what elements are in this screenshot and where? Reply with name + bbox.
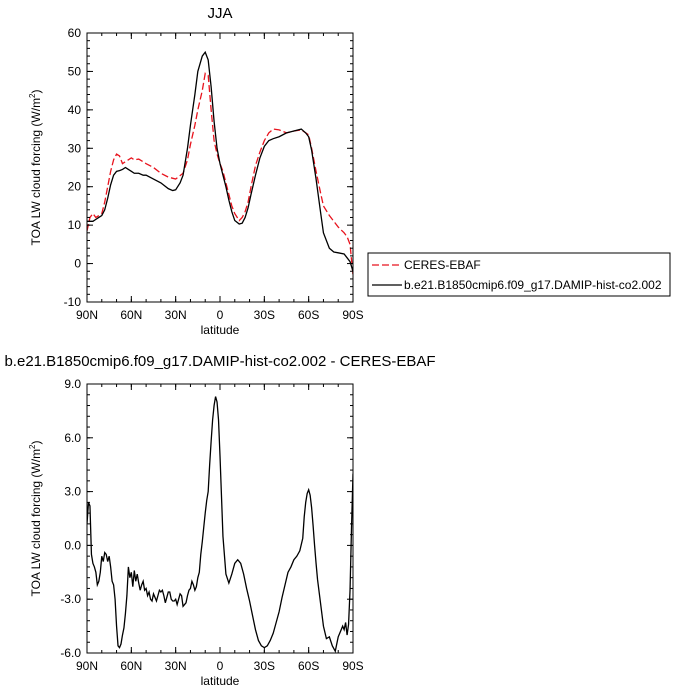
y-tick-label: -3.0 bbox=[60, 592, 81, 606]
y-tick-label: 6.0 bbox=[64, 431, 81, 445]
y-tick-label: -6.0 bbox=[60, 646, 81, 660]
series-line-1 bbox=[87, 50, 353, 272]
y-tick-label: 9.0 bbox=[64, 377, 81, 391]
x-tick-label: 30N bbox=[165, 659, 187, 673]
y-axis-label: TOA LW cloud forcing (W/m2) bbox=[28, 440, 43, 596]
legend-box bbox=[367, 252, 671, 297]
x-tick-label: 60N bbox=[120, 659, 142, 673]
x-tick-label: 60N bbox=[120, 308, 142, 322]
x-tick-label: 60S bbox=[298, 308, 319, 322]
y-axis-label-sup: 2 bbox=[28, 444, 37, 449]
series-line-0 bbox=[87, 72, 353, 276]
y-tick-label: 50 bbox=[68, 64, 82, 78]
legend: CERES-EBAF b.e21.B1850cmip6.f09_g17.DAMIP… bbox=[367, 252, 671, 297]
x-tick-label: 30N bbox=[165, 308, 187, 322]
y-tick-label: 40 bbox=[68, 103, 82, 117]
series-line-0 bbox=[87, 396, 353, 653]
y-axis-label-close: ) bbox=[29, 89, 43, 93]
y-tick-label: 10 bbox=[68, 218, 82, 232]
chart-title: b.e21.B1850cmip6.f09_g17.DAMIP-hist-co2.… bbox=[4, 353, 435, 370]
x-tick-label: 0 bbox=[217, 659, 224, 673]
x-tick-label: 90S bbox=[342, 659, 363, 673]
y-axis-label-close: ) bbox=[29, 440, 43, 444]
legend-label-1: b.e21.B1850cmip6.f09_g17.DAMIP-hist-co2.… bbox=[404, 278, 662, 292]
chart-title: JJA bbox=[207, 5, 232, 22]
y-tick-label: 0.0 bbox=[64, 538, 81, 552]
y-axis-label-main: TOA LW cloud forcing (W/m bbox=[29, 449, 43, 597]
y-tick-label: -10 bbox=[64, 295, 82, 309]
legend-label-0: CERES-EBAF bbox=[404, 258, 481, 272]
x-tick-label: 90N bbox=[76, 308, 98, 322]
y-axis-label: TOA LW cloud forcing (W/m2) bbox=[28, 89, 43, 245]
x-tick-label: 60S bbox=[298, 659, 319, 673]
panel-bottom: b.e21.B1850cmip6.f09_g17.DAMIP-hist-co2.… bbox=[4, 353, 435, 688]
x-tick-label: 30S bbox=[254, 659, 275, 673]
y-tick-label: 3.0 bbox=[64, 485, 81, 499]
x-axis-label: latitude bbox=[201, 323, 240, 337]
x-axis-label: latitude bbox=[201, 674, 240, 688]
x-tick-label: 0 bbox=[217, 308, 224, 322]
y-axis-label-sup: 2 bbox=[28, 93, 37, 98]
x-tick-label: 30S bbox=[254, 308, 275, 322]
plot-frame bbox=[86, 32, 354, 303]
y-tick-label: 60 bbox=[68, 26, 82, 40]
panel-top: JJA 90N 60N 30N 0 30S 60S 90S -10 0 10 20 30 40 50 60 la… bbox=[28, 5, 364, 337]
x-tick-label: 90N bbox=[76, 659, 98, 673]
y-axis-label-main: TOA LW cloud forcing (W/m bbox=[29, 98, 43, 246]
y-tick-label: 20 bbox=[68, 180, 82, 194]
y-tick-label: 0 bbox=[74, 257, 81, 271]
x-tick-label: 90S bbox=[342, 308, 363, 322]
y-tick-label: 30 bbox=[68, 141, 82, 155]
